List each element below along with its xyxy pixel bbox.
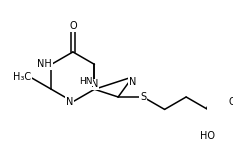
Text: NH: NH <box>38 59 52 69</box>
Text: N: N <box>91 79 98 89</box>
Text: H₃C: H₃C <box>13 72 31 82</box>
Text: O: O <box>69 21 77 31</box>
Text: HN: HN <box>79 77 93 86</box>
Text: N: N <box>44 59 51 69</box>
Text: N: N <box>65 97 73 107</box>
Text: N: N <box>129 77 137 87</box>
Text: S: S <box>140 92 146 102</box>
Text: O: O <box>229 97 233 107</box>
Text: HO: HO <box>200 131 215 141</box>
